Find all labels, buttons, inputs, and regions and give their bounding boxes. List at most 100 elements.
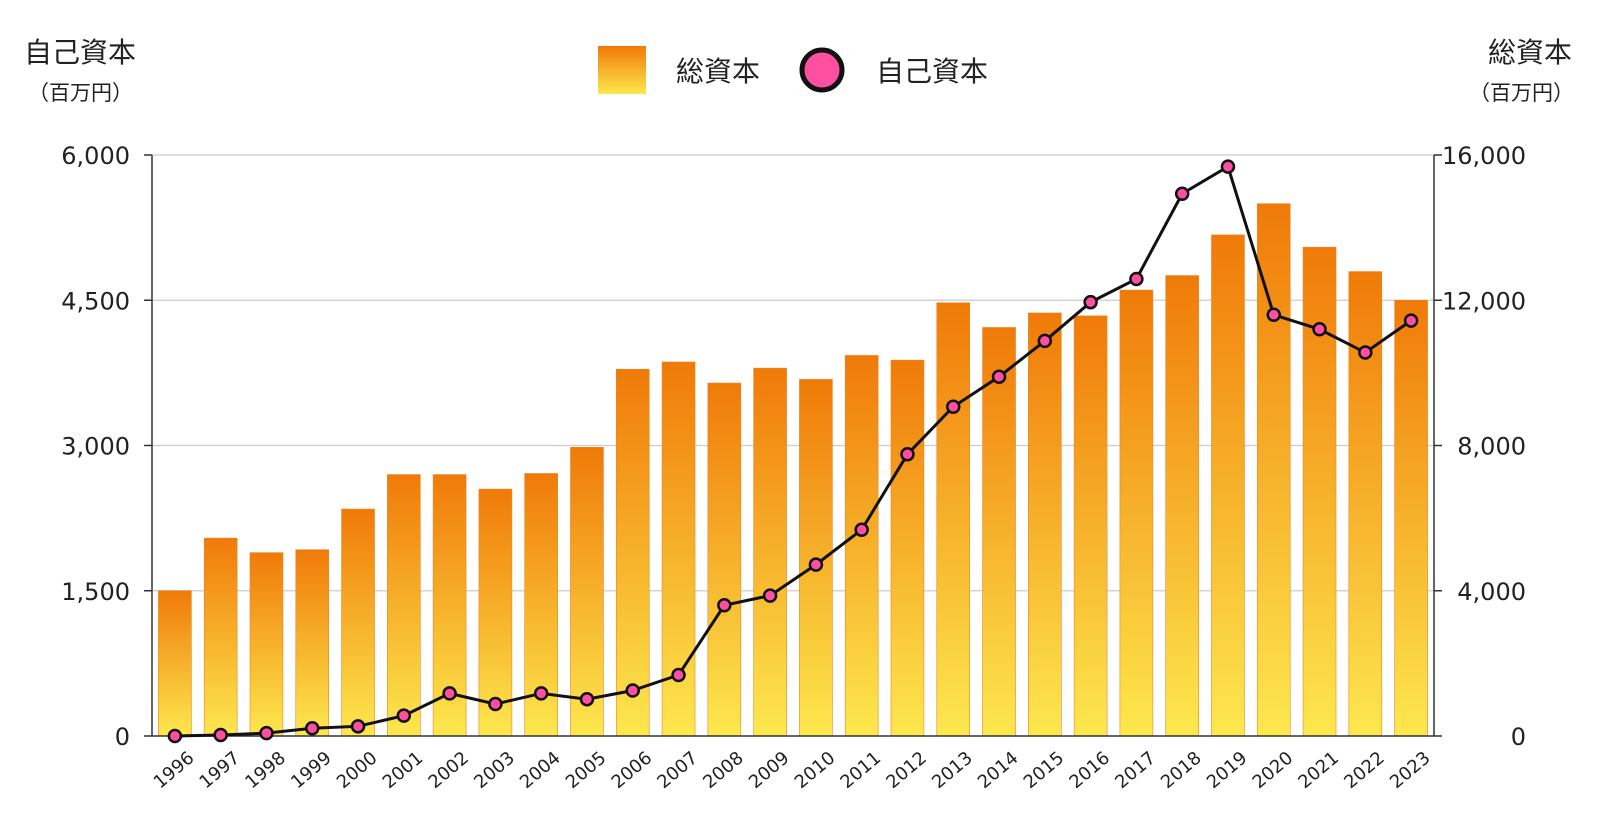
bar-1999 <box>295 549 330 737</box>
bar-2005 <box>570 447 604 737</box>
bars <box>158 203 1428 737</box>
right-axis-unit: （百万円） <box>1469 81 1574 105</box>
bar-2017 <box>1119 289 1154 737</box>
equity-point-2002 <box>442 686 457 701</box>
x-tick-label: 1996 <box>150 748 199 794</box>
bar-2014 <box>982 327 1016 737</box>
legend-marker-circle <box>799 47 845 93</box>
left-tick-label: 1,500 <box>61 578 130 606</box>
x-tick-label: 2018 <box>1157 748 1206 794</box>
equity-point-2011 <box>854 522 869 537</box>
left-tick-label: 6,000 <box>61 142 130 170</box>
equity-point-2016 <box>1083 294 1098 310</box>
equity-line <box>167 159 1419 744</box>
bar-2001 <box>387 474 421 737</box>
x-tick-label: 2005 <box>562 748 611 794</box>
equity-point-2023 <box>1403 313 1419 328</box>
equity-point-2013 <box>946 399 961 415</box>
x-tick-label: 2015 <box>1020 748 1069 794</box>
x-tick-label: 2014 <box>974 748 1023 794</box>
equity-point-2006 <box>625 683 640 698</box>
equity-polyline <box>174 164 1412 738</box>
equity-point-1999 <box>305 721 320 736</box>
bar-1998 <box>249 552 284 737</box>
equity-point-2019 <box>1220 159 1236 174</box>
right-tick-label: 8,000 <box>1457 433 1526 461</box>
bar-2016 <box>1073 315 1108 737</box>
bar-2019 <box>1211 234 1245 737</box>
x-tick-label: 2020 <box>1249 748 1298 794</box>
bar-2018 <box>1165 275 1199 737</box>
legend-label-equity: 自己資本 <box>876 55 988 88</box>
bar-2023 <box>1394 299 1428 737</box>
x-tick-label: 2007 <box>653 748 702 794</box>
bar-2021 <box>1302 246 1337 737</box>
legend: 総資本 自己資本 <box>598 46 988 94</box>
bar-1997 <box>203 537 238 737</box>
x-tick-label: 2013 <box>928 748 977 794</box>
x-tick-label: 2017 <box>1111 748 1160 794</box>
x-tick-label: 2002 <box>424 748 473 794</box>
x-tick-label: 2004 <box>516 748 565 794</box>
equity-point-1997 <box>213 727 228 743</box>
x-tick-label: 2022 <box>1340 748 1389 794</box>
x-tick-label: 2016 <box>1065 748 1114 794</box>
left-axis-title: 自己資本 <box>24 36 136 69</box>
left-tick-label: 4,500 <box>61 287 130 315</box>
x-tick-label: 2003 <box>470 748 519 794</box>
x-tick-label: 2009 <box>745 748 794 794</box>
equity-point-2008 <box>717 598 732 613</box>
x-tick-label: 1997 <box>196 748 245 794</box>
bar-2015 <box>1028 312 1062 737</box>
x-tick-label: 2019 <box>1203 748 1252 794</box>
equity-point-2018 <box>1174 186 1190 201</box>
equity-point-2003 <box>488 696 503 712</box>
right-tick-label: 4,000 <box>1457 578 1526 606</box>
x-tick-label: 1998 <box>241 748 290 794</box>
bar-2006 <box>615 368 650 737</box>
x-tick-label: 2011 <box>837 748 886 794</box>
bar-2000 <box>341 508 375 737</box>
legend-marker-square <box>598 46 646 94</box>
x-tick-label: 2012 <box>882 748 931 794</box>
equity-point-2004 <box>533 686 549 701</box>
equity-point-1998 <box>259 725 274 741</box>
axes <box>144 154 1442 737</box>
left-tick-label: 3,000 <box>61 433 130 461</box>
equity-point-2017 <box>1129 271 1144 287</box>
x-tick-label: 2000 <box>333 748 382 794</box>
legend-label-total-capital: 総資本 <box>676 55 760 88</box>
equity-point-2000 <box>350 719 366 734</box>
bar-1996 <box>158 590 192 737</box>
equity-point-2015 <box>1037 333 1053 349</box>
x-tick-label: 2010 <box>791 748 840 794</box>
x-tick-label: 1999 <box>287 748 336 794</box>
equity-point-1996 <box>167 728 183 744</box>
equity-point-2020 <box>1266 307 1281 323</box>
right-tick-label: 12,000 <box>1442 287 1526 315</box>
equity-point-2012 <box>900 446 915 462</box>
bar-2009 <box>753 367 787 737</box>
equity-point-2009 <box>762 588 778 603</box>
equity-point-2001 <box>396 708 412 723</box>
x-tick-label: 2008 <box>699 748 748 794</box>
equity-point-2014 <box>991 369 1007 384</box>
bar-2020 <box>1256 203 1291 737</box>
equity-point-2005 <box>579 691 595 707</box>
x-tick-label: 2023 <box>1386 748 1435 794</box>
equity-point-2022 <box>1358 345 1373 360</box>
left-axis-unit: （百万円） <box>28 81 133 105</box>
x-tick-label: 2021 <box>1294 748 1343 794</box>
bar-2013 <box>936 302 971 737</box>
bar-2022 <box>1348 271 1383 737</box>
right-axis-title: 総資本 <box>1488 36 1572 69</box>
bar-2011 <box>844 355 879 737</box>
left-tick-label: 0 <box>115 723 130 751</box>
equity-point-2007 <box>671 667 686 683</box>
equity-point-2010 <box>808 557 824 572</box>
right-tick-label: 16,000 <box>1442 142 1526 170</box>
bar-2008 <box>707 382 742 737</box>
x-tick-label: 2006 <box>608 748 657 794</box>
x-tick-label: 2001 <box>379 748 428 794</box>
